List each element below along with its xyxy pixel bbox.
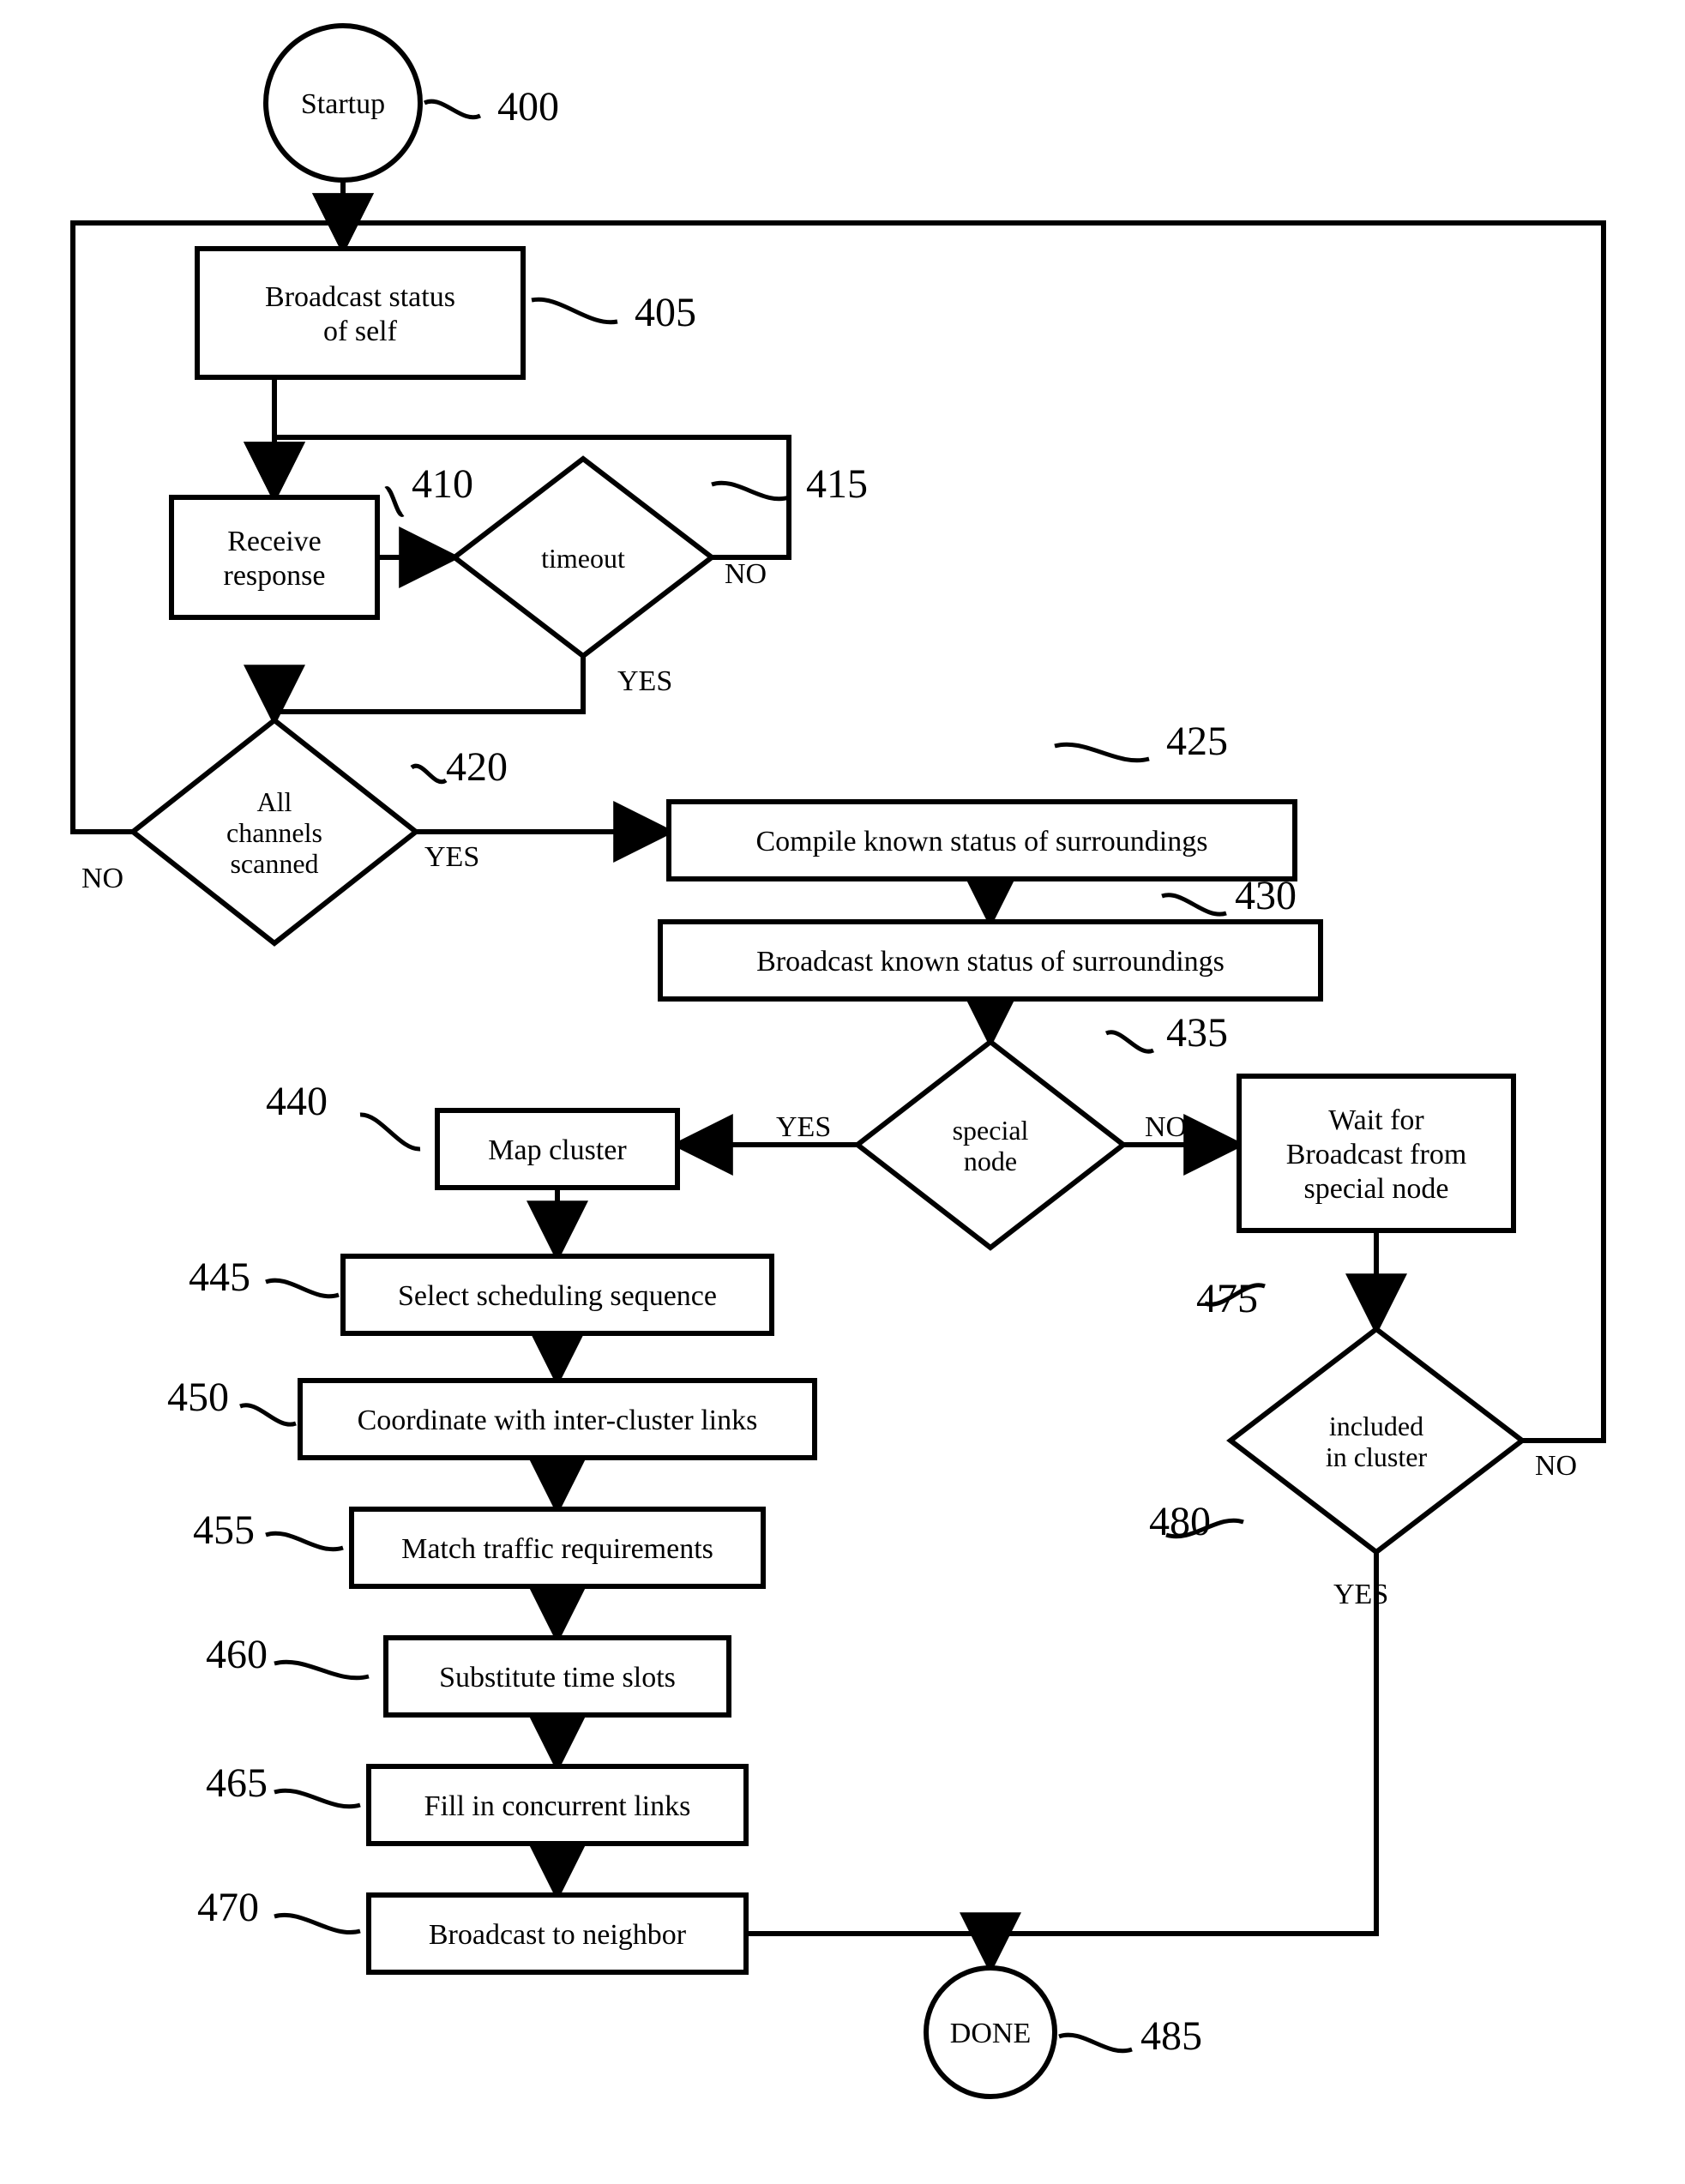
svg-text:Broadcast status: Broadcast status	[265, 281, 455, 313]
ref-label: 465	[206, 1760, 268, 1806]
svg-text:Startup: Startup	[301, 88, 385, 120]
svg-text:Compile known status of surrou: Compile known status of surroundings	[756, 826, 1208, 857]
svg-text:in cluster: in cluster	[1326, 1441, 1428, 1472]
edge-label: NO	[725, 558, 767, 590]
svg-text:special node: special node	[1304, 1173, 1449, 1205]
node-n405: Broadcast statusof self	[197, 249, 523, 377]
node-n465: Fill in concurrent links	[369, 1766, 746, 1844]
svg-text:of self: of self	[323, 316, 398, 347]
ref-connector	[274, 1790, 360, 1807]
edge-label: NO	[1535, 1450, 1577, 1482]
svg-text:Substitute time slots: Substitute time slots	[439, 1662, 676, 1694]
svg-text:included: included	[1329, 1411, 1423, 1441]
svg-text:Broadcast known status of surr: Broadcast known status of surroundings	[756, 946, 1225, 978]
node-n445: Select scheduling sequence	[343, 1256, 772, 1333]
ref-label: 450	[167, 1375, 229, 1420]
ref-connector	[712, 483, 789, 499]
ref-label: 410	[412, 461, 473, 507]
node-n455: Match traffic requirements	[352, 1509, 763, 1586]
svg-text:Coordinate with inter-cluster: Coordinate with inter-cluster links	[358, 1405, 758, 1436]
ref-label: 475	[1196, 1276, 1258, 1321]
svg-text:timeout: timeout	[541, 543, 625, 574]
node-n415: timeout	[454, 459, 712, 656]
edge-label: YES	[424, 841, 479, 873]
node-n435: specialnode	[858, 1042, 1123, 1248]
ref-connector	[240, 1405, 296, 1424]
node-n410: Receiveresponse	[172, 497, 377, 617]
ref-label: 400	[497, 84, 559, 129]
node-n480: includedin cluster	[1231, 1329, 1522, 1552]
ref-connector	[1162, 895, 1226, 914]
node-n460: Substitute time slots	[386, 1638, 729, 1715]
ref-label: 480	[1149, 1499, 1211, 1544]
ref-label: 470	[197, 1885, 259, 1930]
ref-connector	[412, 766, 446, 782]
ref-label: 425	[1166, 719, 1228, 764]
ref-label: 415	[806, 461, 868, 507]
flowchart-diagram: Startup Broadcast statusof self Receiveres…	[0, 0, 1685, 2184]
svg-text:Broadcast to neighbor: Broadcast to neighbor	[429, 1919, 687, 1951]
node-n450: Coordinate with inter-cluster links	[300, 1381, 815, 1458]
ref-connector	[386, 489, 403, 515]
ref-label: 445	[189, 1254, 250, 1300]
node-n400: Startup	[266, 26, 420, 180]
ref-label: 405	[635, 290, 696, 335]
ref-label: 430	[1235, 873, 1297, 918]
node-n425: Compile known status of surroundings	[669, 802, 1295, 879]
ref-connector	[1059, 2035, 1132, 2051]
ref-connector	[266, 1280, 339, 1297]
ref-connector	[266, 1533, 343, 1549]
node-n485: DONE	[926, 1968, 1055, 2097]
svg-text:special: special	[953, 1115, 1029, 1146]
ref-connector	[424, 101, 480, 117]
ref-connector	[274, 1662, 369, 1678]
node-n475: Wait forBroadcast fromspecial node	[1239, 1076, 1513, 1230]
ref-connector	[274, 1915, 360, 1932]
ref-connector	[532, 299, 617, 322]
svg-text:Fill in concurrent links: Fill in concurrent links	[424, 1790, 691, 1822]
edge	[746, 1934, 990, 1968]
ref-connector	[1106, 1032, 1153, 1051]
edge	[274, 656, 583, 720]
node-n430: Broadcast known status of surroundings	[660, 922, 1321, 999]
edge-label: YES	[776, 1111, 831, 1143]
svg-text:Receive: Receive	[227, 526, 322, 557]
ref-label: 455	[193, 1507, 255, 1553]
ref-label: 435	[1166, 1010, 1228, 1056]
ref-label: 485	[1140, 2013, 1202, 2059]
edge-label: NO	[1145, 1111, 1187, 1143]
svg-text:Match traffic requirements: Match traffic requirements	[401, 1533, 713, 1565]
svg-text:Broadcast from: Broadcast from	[1286, 1139, 1467, 1170]
ref-label: 460	[206, 1632, 268, 1677]
edge-label: NO	[81, 863, 123, 894]
svg-text:response: response	[224, 560, 326, 592]
svg-text:All: All	[257, 786, 292, 817]
edge-label: YES	[1333, 1579, 1388, 1610]
svg-text:channels: channels	[226, 817, 322, 848]
ref-label: 440	[266, 1079, 328, 1124]
svg-text:Wait for: Wait for	[1328, 1104, 1424, 1136]
ref-label: 420	[446, 744, 508, 790]
ref-connector	[1055, 744, 1149, 761]
svg-text:DONE: DONE	[950, 2018, 1031, 2049]
node-n420: Allchannelsscanned	[133, 720, 416, 943]
node-n470: Broadcast to neighbor	[369, 1895, 746, 1972]
svg-text:scanned: scanned	[230, 848, 318, 879]
svg-text:Map cluster: Map cluster	[488, 1134, 627, 1166]
edge	[990, 1552, 1376, 1934]
ref-connector	[360, 1115, 420, 1149]
svg-text:node: node	[964, 1146, 1017, 1176]
node-n440: Map cluster	[437, 1110, 677, 1188]
edge-label: YES	[617, 665, 672, 697]
svg-text:Select scheduling sequence: Select scheduling sequence	[398, 1280, 717, 1312]
